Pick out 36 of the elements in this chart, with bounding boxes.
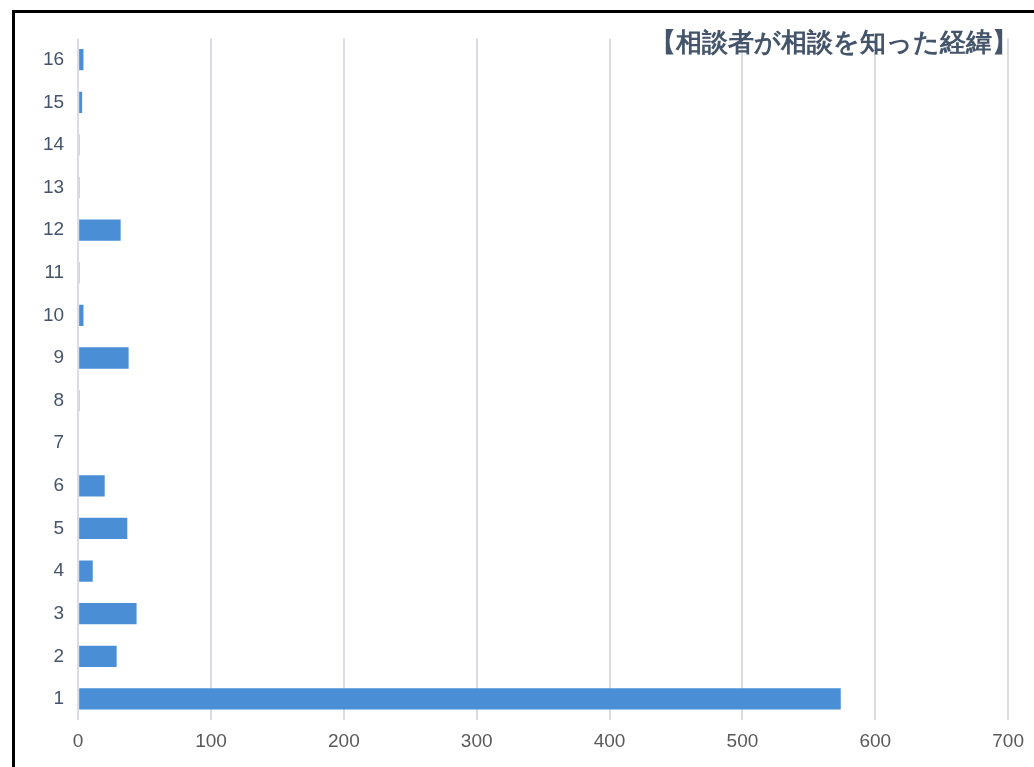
chart-title: 【相談者が相談を知った経緯】 — [650, 26, 1019, 57]
bar — [79, 347, 129, 369]
y-tick-label: 8 — [53, 388, 65, 410]
bar — [79, 219, 121, 241]
y-tick-label: 11 — [44, 261, 65, 282]
x-tick-label: 100 — [195, 729, 227, 751]
y-tick-label: 3 — [53, 601, 65, 623]
y-tick-label: 2 — [53, 644, 65, 666]
y-tick-label: 7 — [53, 431, 65, 453]
bar — [79, 517, 128, 540]
y-tick-label: 16 — [42, 47, 65, 69]
bar — [79, 688, 841, 710]
x-tick-label: 400 — [593, 729, 626, 751]
bar — [79, 304, 84, 327]
y-tick-label: 1 — [53, 687, 65, 709]
y-tick-label: 5 — [53, 516, 65, 538]
y-tick-label: 4 — [53, 559, 65, 581]
y-tick-label: 6 — [53, 474, 65, 496]
x-tick-label: 700 — [992, 729, 1024, 751]
y-tick-label: 12 — [42, 218, 65, 240]
y-tick-label: 9 — [53, 346, 65, 368]
x-tick-label: 300 — [460, 729, 493, 751]
x-tick-label: 0 — [72, 729, 84, 751]
bar — [79, 645, 117, 667]
bar — [79, 560, 93, 582]
x-tick-label: 600 — [859, 729, 892, 751]
y-tick-label: 10 — [42, 303, 65, 325]
y-tick-label: 13 — [42, 175, 65, 197]
y-tick-label: 15 — [42, 90, 65, 112]
bar — [79, 603, 137, 625]
x-tick-label: 500 — [726, 729, 759, 751]
bar — [79, 475, 105, 497]
bar — [79, 49, 84, 71]
x-tick-label: 200 — [328, 729, 360, 751]
y-tick-label: 14 — [42, 133, 65, 155]
bar — [79, 91, 83, 113]
